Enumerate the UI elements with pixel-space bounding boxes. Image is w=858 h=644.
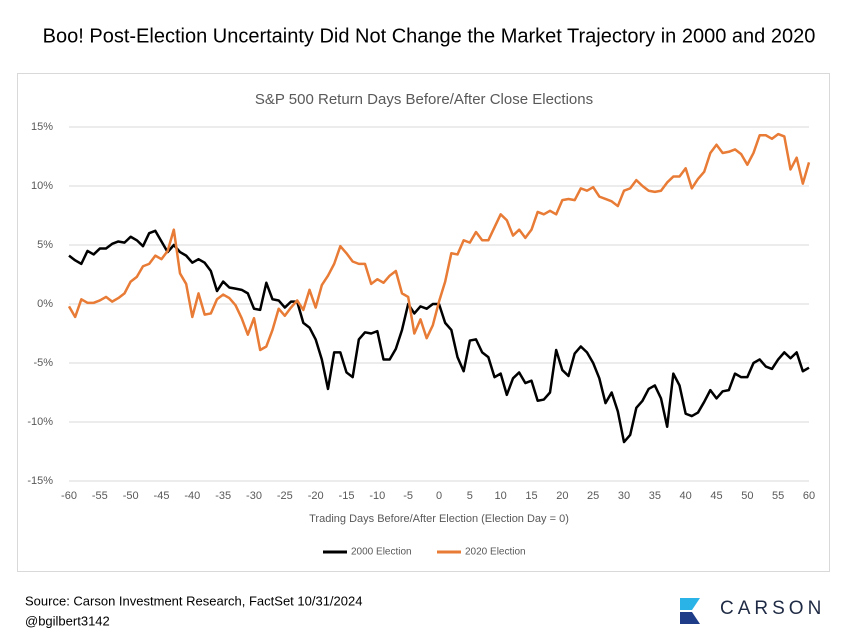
legend-label: 2020 Election (465, 547, 526, 558)
chart-title: S&P 500 Return Days Before/After Close E… (255, 91, 593, 108)
brand: CARSON (720, 598, 825, 619)
x-tick-label: 0 (436, 490, 442, 502)
logo-icon (680, 598, 700, 624)
x-tick-label: -50 (123, 490, 139, 502)
x-tick-label: 50 (741, 490, 753, 502)
x-tick-label: 45 (710, 490, 722, 502)
x-tick-label: -55 (92, 490, 108, 502)
x-tick-label: 30 (618, 490, 630, 502)
y-tick-label: -10% (27, 416, 53, 428)
y-tick-label: -5% (33, 357, 53, 369)
source: Source: Carson Investment Research, Fact… (25, 593, 362, 608)
x-tick-label: -20 (308, 490, 324, 502)
x-tick-label: 60 (803, 490, 815, 502)
x-tick-label: 10 (495, 490, 507, 502)
x-tick-label: -30 (246, 490, 262, 502)
x-axis-label: Trading Days Before/After Election (Elec… (309, 513, 569, 525)
y-tick-label: 5% (37, 239, 53, 251)
x-tick-label: -25 (277, 490, 293, 502)
x-tick-label: -15 (339, 490, 355, 502)
y-tick-label: 10% (31, 180, 53, 192)
x-tick-label: 40 (680, 490, 692, 502)
series-line (67, 132, 811, 352)
legend-label: 2000 Election (351, 547, 412, 558)
x-tick-label: 35 (649, 490, 661, 502)
handle: @bgilbert3142 (25, 613, 110, 628)
x-tick-label: -45 (154, 490, 170, 502)
x-tick-label: 55 (772, 490, 784, 502)
chart-frame (17, 73, 830, 572)
x-tick-label: -35 (215, 490, 231, 502)
x-tick-label: -40 (184, 490, 200, 502)
x-tick-label: 5 (467, 490, 473, 502)
x-tick-label: 25 (587, 490, 599, 502)
y-tick-label: -15% (27, 475, 53, 487)
page-title: Boo! Post-Election Uncertainty Did Not C… (43, 25, 816, 47)
x-tick-label: 20 (556, 490, 568, 502)
y-tick-label: 15% (31, 121, 53, 133)
y-tick-label: 0% (37, 298, 53, 310)
x-tick-label: -10 (369, 490, 385, 502)
x-tick-label: -5 (403, 490, 413, 502)
x-tick-label: 15 (525, 490, 537, 502)
x-tick-label: -60 (61, 490, 77, 502)
